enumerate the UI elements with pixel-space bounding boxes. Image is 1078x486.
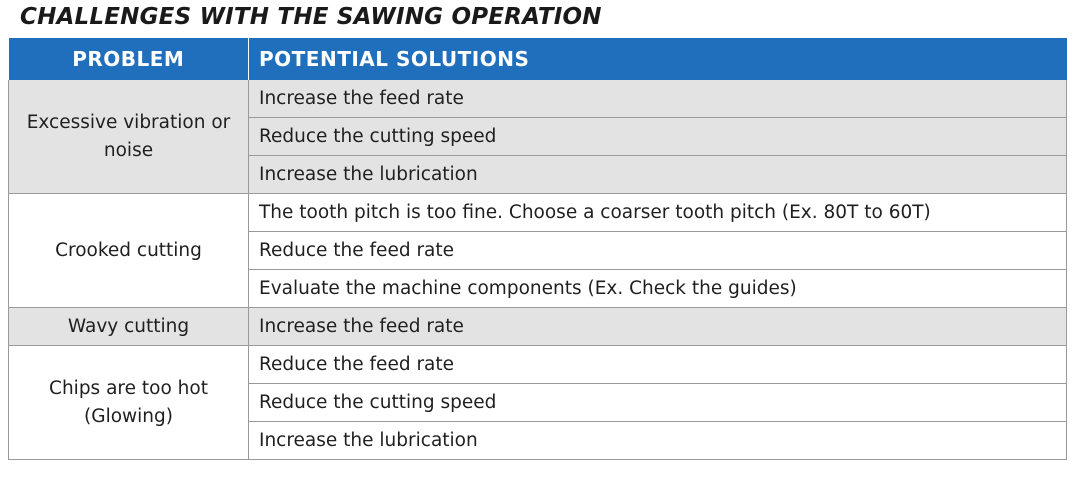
- problem-text: Wavy cutting: [67, 315, 190, 337]
- solution-cell: Increase the feed rate: [248, 80, 1067, 118]
- challenges-table: PROBLEM POTENTIAL SOLUTIONS Excessive vi…: [8, 38, 1067, 460]
- solutions-column-header: POTENTIAL SOLUTIONS: [248, 38, 1067, 80]
- problem-cell: Wavy cutting: [8, 307, 249, 346]
- problem-cell: Excessive vibration or noise: [8, 80, 249, 194]
- table-row: Chips are too hot (Glowing) Reduce the f…: [8, 345, 1067, 460]
- table-row: Excessive vibration or noise Increase th…: [8, 80, 1067, 194]
- problem-text: Chips are too hot (Glowing): [49, 377, 208, 427]
- problem-cell: Chips are too hot (Glowing): [8, 345, 249, 460]
- table-row: Reduce the cutting speed: [9, 117, 1067, 156]
- problem-cell: Crooked cutting: [8, 193, 249, 308]
- problem-text: Crooked cutting: [55, 239, 202, 261]
- solution-cell: Reduce the feed rate: [248, 345, 1067, 384]
- solution-cell: The tooth pitch is too fine. Choose a co…: [248, 193, 1067, 232]
- solution-cell: Increase the lubrication: [248, 155, 1067, 194]
- page-title: CHALLENGES WITH THE SAWING OPERATION: [20, 4, 602, 30]
- solution-cell: Reduce the feed rate: [248, 231, 1067, 270]
- table-row: Increase the lubrication: [9, 155, 1067, 194]
- solution-cell: Reduce the cutting speed: [248, 117, 1067, 156]
- problem-text: Excessive vibration or noise: [26, 111, 231, 161]
- table-row: Reduce the cutting speed: [9, 383, 1067, 422]
- table-row: Wavy cutting Increase the feed rate: [8, 307, 1067, 346]
- table-row: Reduce the feed rate: [9, 231, 1067, 270]
- solution-cell: Increase the feed rate: [248, 307, 1067, 346]
- table-header-row: PROBLEM POTENTIAL SOLUTIONS: [8, 38, 1067, 80]
- solution-cell: Evaluate the machine components (Ex. Che…: [248, 269, 1067, 308]
- table-row: Increase the lubrication: [9, 421, 1067, 460]
- problem-column-header: PROBLEM: [8, 38, 249, 80]
- table-row: Evaluate the machine components (Ex. Che…: [9, 269, 1067, 308]
- table-row: Crooked cutting The tooth pitch is too f…: [8, 193, 1067, 308]
- solution-cell: Increase the lubrication: [248, 421, 1067, 460]
- solution-cell: Reduce the cutting speed: [248, 383, 1067, 422]
